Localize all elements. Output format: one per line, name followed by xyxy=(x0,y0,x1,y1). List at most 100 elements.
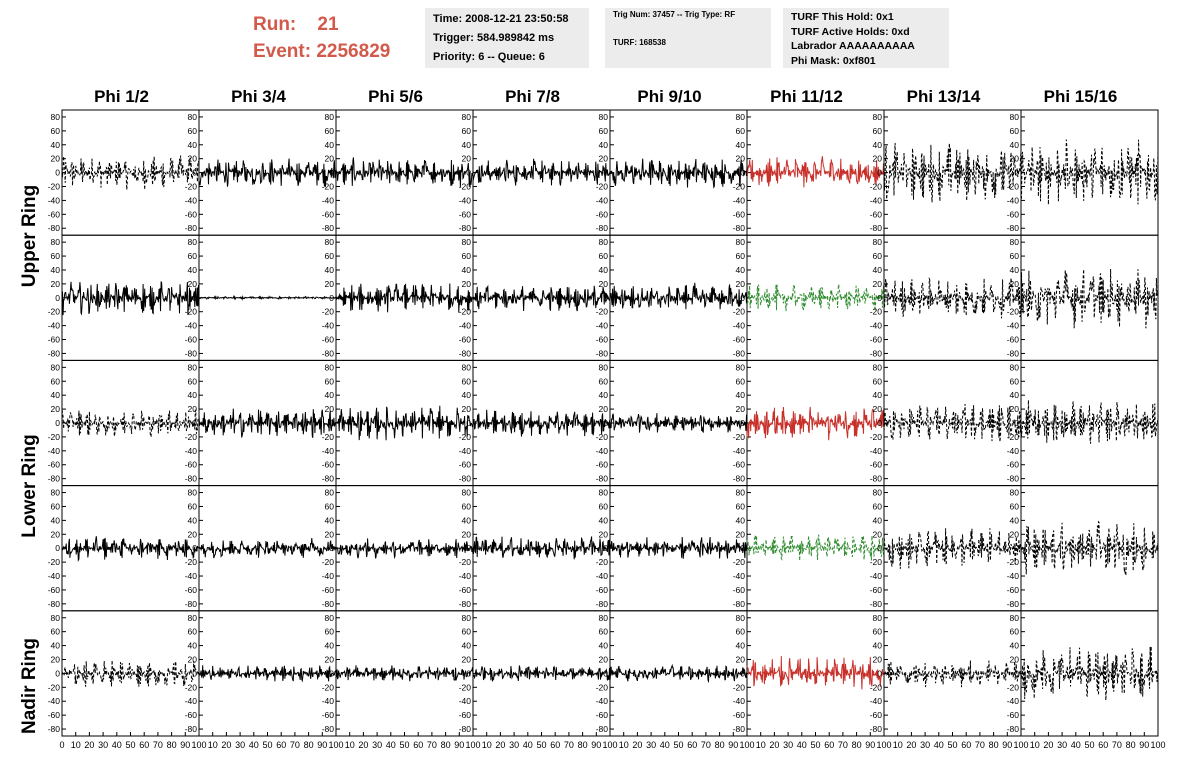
y-tick-label: 40 xyxy=(873,140,883,150)
x-tick-label: 60 xyxy=(1098,740,1108,750)
y-tick-label: 60 xyxy=(188,501,198,511)
y-tick-label: 20 xyxy=(51,279,61,289)
y-tick-label: 0 xyxy=(466,418,471,428)
x-tick-label: 70 xyxy=(838,740,848,750)
x-tick-label: 70 xyxy=(975,740,985,750)
time-info-box: Time: 2008-12-21 23:50:58 Trigger: 584.9… xyxy=(425,8,589,68)
y-tick-label: 80 xyxy=(462,613,472,623)
y-tick-label: 40 xyxy=(873,641,883,651)
waveform-trace xyxy=(609,413,748,434)
y-tick-label: 20 xyxy=(1010,654,1020,664)
y-tick-label: 0 xyxy=(740,293,745,303)
y-tick-label: 60 xyxy=(873,251,883,261)
y-tick-label: -80 xyxy=(185,474,198,484)
y-tick-label: 0 xyxy=(466,668,471,678)
y-tick-label: 20 xyxy=(736,654,746,664)
y-tick-label: -60 xyxy=(870,585,883,595)
y-tick-label: 80 xyxy=(873,237,883,247)
x-tick-label: 60 xyxy=(276,740,286,750)
y-tick-label: 20 xyxy=(188,279,198,289)
y-tick-label: 0 xyxy=(603,418,608,428)
y-tick-label: 60 xyxy=(325,376,335,386)
y-tick-label: -40 xyxy=(185,321,198,331)
y-tick-label: -20 xyxy=(733,557,746,567)
y-tick-label: -40 xyxy=(870,321,883,331)
y-tick-label: -20 xyxy=(459,307,472,317)
y-tick-label: 40 xyxy=(736,265,746,275)
y-tick-label: 80 xyxy=(51,112,61,122)
y-tick-label: -40 xyxy=(870,195,883,205)
y-tick-label: -40 xyxy=(596,696,609,706)
x-tick-label: 10 xyxy=(619,740,629,750)
y-tick-label: 0 xyxy=(1014,543,1019,553)
y-tick-label: 20 xyxy=(325,654,335,664)
y-tick-label: 40 xyxy=(462,265,472,275)
y-tick-label: -60 xyxy=(322,710,335,720)
y-tick-label: -80 xyxy=(48,724,61,734)
x-tick-label: 70 xyxy=(290,740,300,750)
y-tick-label: -20 xyxy=(459,182,472,192)
y-tick-label: -40 xyxy=(733,321,746,331)
y-tick-label: -20 xyxy=(596,432,609,442)
x-tick-label: 80 xyxy=(304,740,314,750)
y-tick-label: -40 xyxy=(1007,321,1020,331)
x-tick-label: 60 xyxy=(961,740,971,750)
x-tick-label: 70 xyxy=(1112,740,1122,750)
waveform-trace xyxy=(746,656,885,690)
y-tick-label: -60 xyxy=(48,460,61,470)
y-tick-label: 0 xyxy=(1014,668,1019,678)
y-tick-label: 0 xyxy=(1014,293,1019,303)
y-tick-label: 60 xyxy=(599,501,609,511)
y-tick-label: 60 xyxy=(188,627,198,637)
waveform-trace xyxy=(746,156,885,188)
y-tick-label: 0 xyxy=(1014,418,1019,428)
x-tick-label: 70 xyxy=(153,740,163,750)
y-tick-label: -20 xyxy=(185,557,198,567)
y-tick-label: 80 xyxy=(325,362,335,372)
y-tick-label: -80 xyxy=(322,599,335,609)
waveform-trace xyxy=(198,294,337,301)
y-tick-label: 80 xyxy=(599,362,609,372)
y-tick-label: -80 xyxy=(733,223,746,233)
y-tick-label: -60 xyxy=(733,209,746,219)
y-tick-label: 60 xyxy=(599,376,609,386)
x-tick-label: 90 xyxy=(317,740,327,750)
y-tick-label: -80 xyxy=(596,599,609,609)
y-tick-label: 0 xyxy=(55,418,60,428)
y-tick-label: 20 xyxy=(188,529,198,539)
x-tick-label: 70 xyxy=(701,740,711,750)
y-tick-label: 60 xyxy=(188,126,198,136)
y-tick-label: -40 xyxy=(459,696,472,706)
x-tick-label: 50 xyxy=(262,740,272,750)
y-tick-label: 20 xyxy=(51,404,61,414)
waveform-trace xyxy=(335,283,474,313)
y-tick-label: -20 xyxy=(596,307,609,317)
y-tick-label: -80 xyxy=(733,474,746,484)
y-tick-label: -80 xyxy=(733,348,746,358)
x-tick-label: 50 xyxy=(399,740,409,750)
y-tick-label: -20 xyxy=(733,432,746,442)
waveform-trace xyxy=(1020,520,1159,577)
y-tick-label: -20 xyxy=(1007,182,1020,192)
y-tick-label: -80 xyxy=(870,599,883,609)
y-tick-label: -40 xyxy=(733,446,746,456)
y-tick-label: -80 xyxy=(48,474,61,484)
y-tick-label: -80 xyxy=(459,599,472,609)
y-tick-label: 40 xyxy=(736,515,746,525)
x-tick-label: 10 xyxy=(208,740,218,750)
x-tick-label: 20 xyxy=(221,740,231,750)
y-tick-label: 20 xyxy=(873,279,883,289)
priority-text: Priority: 6 -- Queue: 6 xyxy=(433,51,545,63)
waveform-trace xyxy=(61,536,200,563)
turf-text: TURF: 168538 xyxy=(613,38,666,47)
y-tick-label: -40 xyxy=(185,696,198,706)
y-tick-label: 0 xyxy=(877,168,882,178)
y-tick-label: -80 xyxy=(596,348,609,358)
y-tick-label: 40 xyxy=(599,641,609,651)
y-tick-label: -60 xyxy=(322,335,335,345)
waveform-trace xyxy=(746,284,885,312)
x-tick-label: 80 xyxy=(1126,740,1136,750)
y-tick-label: -20 xyxy=(1007,307,1020,317)
y-tick-label: -40 xyxy=(870,571,883,581)
x-tick-label: 100 xyxy=(1150,740,1165,750)
